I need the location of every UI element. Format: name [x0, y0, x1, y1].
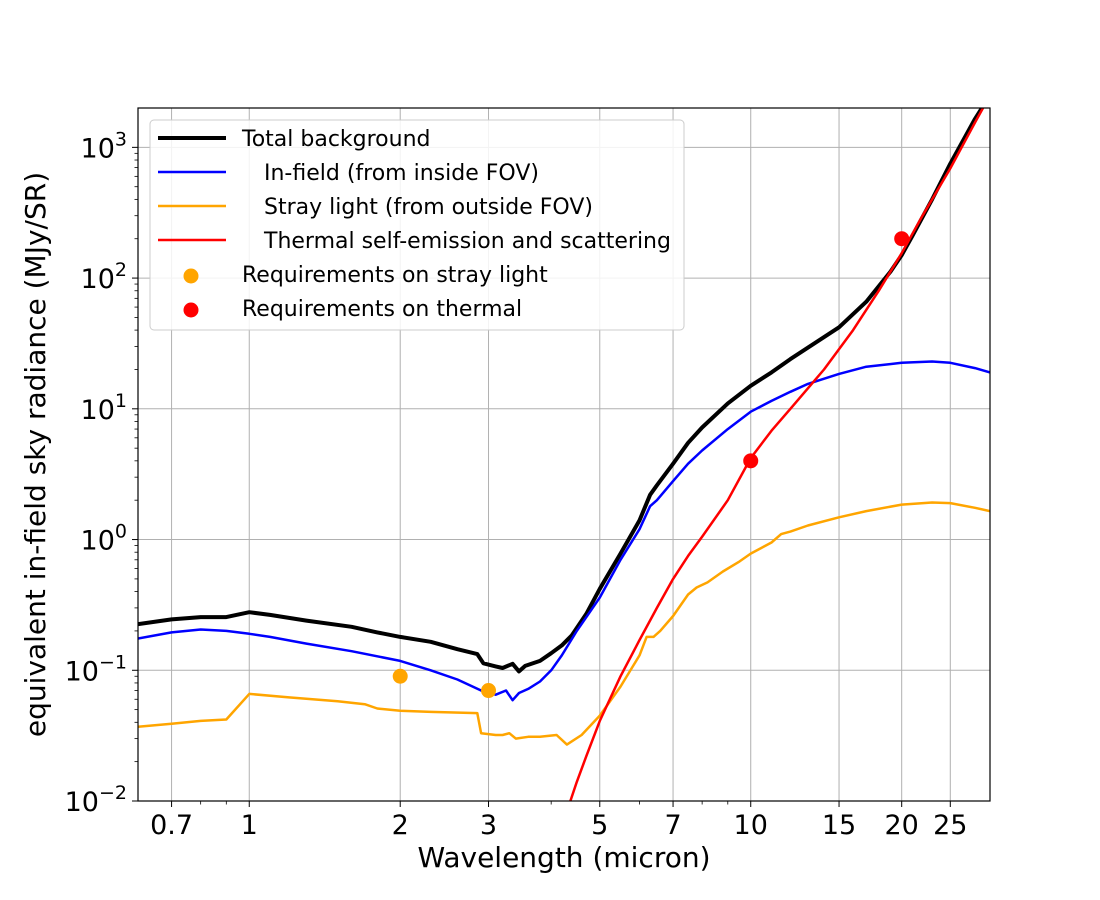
- legend: Total background In-field (from inside FO…: [149, 119, 685, 331]
- series-line-total-background: [138, 108, 985, 674]
- x-axis-title: Wavelength (micron): [417, 841, 710, 874]
- y-tick-label: 101: [81, 390, 127, 426]
- x-tick-label: 1: [241, 810, 258, 841]
- legend-label: Requirements on thermal: [242, 297, 522, 322]
- data-point-requirements-on-thermal: [743, 453, 759, 469]
- data-point-requirements-on-stray-light: [481, 683, 497, 699]
- series-layer: [138, 108, 990, 801]
- x-tick-label: 15: [822, 810, 856, 841]
- legend-box: [149, 119, 685, 331]
- legend-label: Thermal self-emission and scattering: [263, 229, 671, 254]
- data-point-requirements-on-thermal: [894, 231, 910, 247]
- x-tick-label: 7: [664, 810, 681, 841]
- legend-swatch-marker: [183, 302, 199, 318]
- legend-swatch-marker: [183, 268, 199, 284]
- y-tick-label: 10−2: [65, 782, 127, 818]
- y-axis-title: equivalent in-field sky radiance (MJy/SR…: [19, 172, 52, 737]
- x-tick-label: 20: [885, 810, 919, 841]
- legend-label: In-field (from inside FOV): [264, 161, 539, 186]
- legend-label: Requirements on stray light: [242, 263, 548, 288]
- series-line-thermal-self-emission-and-scattering: [569, 108, 985, 801]
- series-line-in-field-from-inside-fov: [138, 360, 990, 702]
- y-tick-label: 10−1: [65, 651, 127, 687]
- legend-label: Total background: [241, 127, 431, 152]
- x-tick-label: 0.7: [150, 810, 193, 841]
- data-point-requirements-on-stray-light: [392, 668, 408, 684]
- series-line-stray-light-from-outside-fov: [138, 501, 990, 746]
- x-tick-label: 10: [734, 810, 768, 841]
- legend-label: Stray light (from outside FOV): [264, 195, 593, 220]
- y-tick-label: 102: [81, 259, 127, 295]
- y-tick-label: 103: [81, 128, 127, 164]
- x-tick-label: 25: [933, 810, 967, 841]
- ticks: 0.7 1 2 3 5 7 10 15 20 25 10−2 10−1 100 101 102 103: [65, 128, 968, 841]
- x-tick-label: 5: [591, 810, 608, 841]
- x-tick-label: 3: [480, 810, 497, 841]
- plot-frame: [137, 107, 991, 802]
- y-tick-label: 100: [81, 521, 127, 557]
- x-tick-label: 2: [392, 810, 409, 841]
